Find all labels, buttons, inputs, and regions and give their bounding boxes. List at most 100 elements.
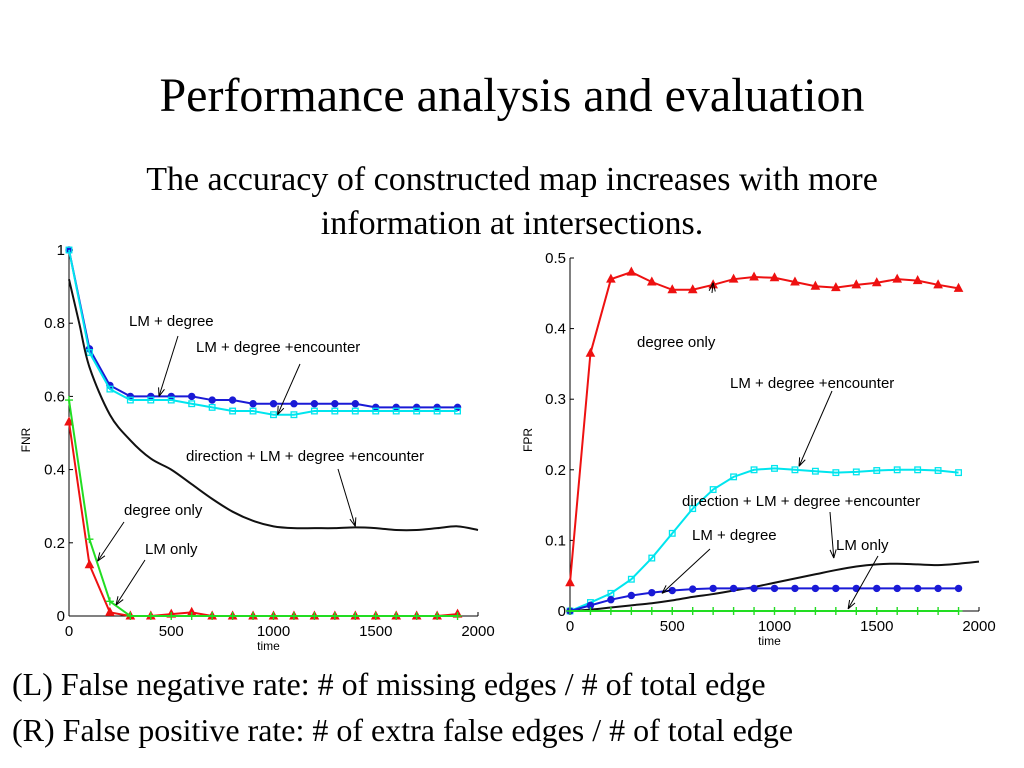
point-lm-degree-encounter <box>832 469 840 477</box>
point-lm-only <box>750 607 759 615</box>
point-lm-degree <box>811 584 820 593</box>
point-degree-only <box>810 280 821 290</box>
point-lm-only <box>913 607 922 615</box>
annotation-arrowhead <box>349 517 357 527</box>
point-degree-only <box>892 273 903 283</box>
point-lm-degree-encounter <box>331 407 339 415</box>
point-lm-degree <box>750 584 758 593</box>
point-degree-only <box>565 577 575 587</box>
point-lm-degree <box>188 392 196 401</box>
point-lm-only <box>566 607 574 615</box>
point-lm-degree-encounter <box>454 407 461 415</box>
fpr-chart: 0 500 1000 1500 2000 0 0.1 0.2 0.3 0.4 0.5 time FPR d… <box>521 250 996 648</box>
point-lm-degree-encounter <box>229 407 237 415</box>
x-tick-label: 0 <box>65 623 73 640</box>
y-tick-label: 0.4 <box>545 321 566 338</box>
point-lm-degree-encounter <box>852 468 860 476</box>
annotation-degree-only: degree only <box>124 502 203 519</box>
point-lm-only <box>934 607 943 615</box>
fnr-chart: 0 500 1000 1500 2000 0 0.2 0.4 0.6 0.8 1 time FNR LM … <box>19 242 495 653</box>
annotation-arrowhead <box>708 282 716 292</box>
point-lm-degree-encounter <box>351 407 359 415</box>
point-degree-only <box>64 416 74 426</box>
annotation-arrow <box>277 363 301 415</box>
annotation-arrow <box>847 555 879 610</box>
point-lm-only <box>249 612 258 620</box>
point-lm-only <box>627 607 636 615</box>
point-lm-degree <box>873 584 881 593</box>
x-tick-label: 2000 <box>962 618 995 635</box>
point-lm-only <box>65 396 73 405</box>
y-axis-label: FNR <box>19 427 33 452</box>
point-lm-only <box>831 607 840 615</box>
point-lm-only <box>228 612 237 620</box>
point-lm-degree-encounter <box>873 467 881 474</box>
point-degree-only <box>84 559 95 569</box>
point-lm-degree <box>269 400 278 408</box>
y-axis-label: FPR <box>521 428 535 452</box>
y-tick-label: 0 <box>57 608 65 625</box>
point-lm-degree-encounter <box>433 407 441 415</box>
annotation-arrowhead <box>277 405 285 416</box>
y-tick-label: 0.5 <box>545 250 566 267</box>
point-lm-degree-encounter <box>771 464 778 472</box>
annotation-arrow <box>829 511 835 559</box>
point-lm-only <box>310 612 319 620</box>
point-lm-only <box>187 612 196 620</box>
point-lm-only <box>770 607 779 615</box>
point-lm-degree <box>249 400 257 408</box>
point-lm-degree-encounter <box>648 554 656 562</box>
point-lm-degree-encounter <box>914 466 922 474</box>
annotation-arrowhead <box>847 599 856 610</box>
point-lm-only <box>208 612 217 620</box>
point-lm-only <box>872 607 881 615</box>
point-lm-only <box>586 607 595 615</box>
point-lm-degree <box>351 400 359 408</box>
x-axis-label: time <box>758 634 781 648</box>
point-degree-only <box>585 347 596 357</box>
point-lm-only <box>606 607 615 615</box>
point-lm-degree-encounter <box>668 529 676 537</box>
point-lm-degree <box>770 584 779 593</box>
point-lm-degree <box>627 591 636 600</box>
point-lm-degree-encounter <box>290 411 298 419</box>
point-lm-degree <box>290 400 298 408</box>
point-lm-degree-encounter <box>106 385 114 393</box>
slide-title: Performance analysis and evaluation <box>159 69 865 122</box>
point-degree-only <box>871 277 882 287</box>
annotation-arrow <box>158 335 179 397</box>
point-lm-degree <box>228 396 237 404</box>
point-lm-only <box>392 612 401 620</box>
point-lm-degree <box>607 596 615 604</box>
y-tick-label: 0.2 <box>44 535 65 552</box>
point-degree-only <box>728 273 739 283</box>
point-lm-degree-encounter <box>934 467 942 474</box>
point-lm-degree-encounter <box>689 505 697 513</box>
point-lm-degree-encounter <box>413 407 421 415</box>
point-lm-only <box>412 612 421 620</box>
point-lm-only <box>105 597 114 606</box>
annotation-lm-only: LM only <box>145 541 198 558</box>
point-lm-degree-encounter <box>811 467 819 475</box>
point-lm-degree <box>648 588 656 597</box>
annotation-arrow <box>661 548 711 594</box>
annotation-arrowhead <box>661 585 671 594</box>
point-lm-degree-encounter <box>730 473 738 481</box>
annotation-lm-degree-encounter: LM + degree +encounter <box>730 375 894 392</box>
point-lm-degree <box>832 584 840 593</box>
point-lm-degree-encounter <box>270 411 277 419</box>
point-degree-only <box>953 282 964 292</box>
point-lm-degree-encounter <box>709 486 717 494</box>
point-degree-only <box>667 284 678 294</box>
point-degree-only <box>831 282 841 292</box>
point-lm-degree-encounter <box>147 396 155 404</box>
point-lm-degree-encounter <box>208 403 216 411</box>
annotation-arrowhead <box>158 387 165 397</box>
x-tick-label: 500 <box>660 618 685 635</box>
series-line-lm-degree <box>68 249 458 409</box>
x-tick-label: 2000 <box>461 623 494 640</box>
point-degree-only <box>769 272 780 282</box>
point-lm-degree <box>913 584 922 593</box>
point-degree-only <box>749 271 759 281</box>
